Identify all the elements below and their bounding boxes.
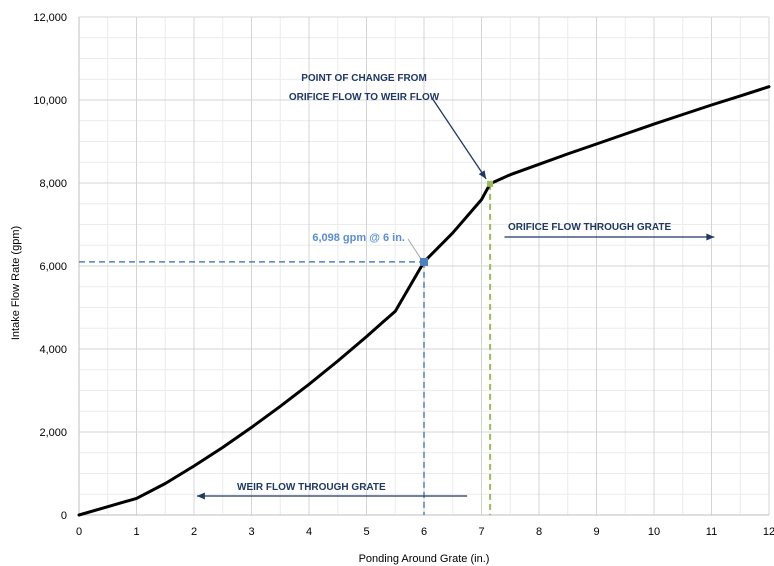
x-tick-label: 11 <box>706 526 717 538</box>
x-tick-label: 2 <box>191 526 197 538</box>
annotation-arrows <box>196 97 715 500</box>
point-of-change-marker <box>487 180 494 187</box>
x-tick-label: 8 <box>536 526 542 538</box>
y-tick-label: 0 <box>61 510 67 522</box>
annotation-point-of-change: POINT OF CHANGE FROM ORIFICE FLOW TO WEI… <box>289 73 440 103</box>
point-of-change-arrow-shaft <box>431 97 487 180</box>
x-tick-label: 12 <box>763 526 774 538</box>
orifice-flow-label: ORIFICE FLOW THROUGH GRATE <box>508 222 671 233</box>
x-tick-label: 10 <box>648 526 660 538</box>
y-axis-title: Intake Flow Rate (gpm) <box>10 226 22 340</box>
tick-labels: 0 1 2 3 4 5 6 7 8 9 10 11 1202,0004,0006,0008,00010,… <box>33 12 774 538</box>
weir-flow-arrow-head <box>196 492 205 500</box>
x-tick-label: 6 <box>421 526 427 538</box>
x-tick-label: 9 <box>593 526 599 538</box>
x-tick-label: 7 <box>478 526 484 538</box>
series-line-intake-flow <box>77 85 771 517</box>
x-tick-label: 0 <box>76 526 82 538</box>
point-of-change-line2: ORIFICE FLOW TO WEIR FLOW <box>289 92 440 103</box>
y-tick-label: 2,000 <box>39 427 67 439</box>
design-point-marker <box>420 257 428 266</box>
plot-area <box>77 85 771 517</box>
y-tick-label: 10,000 <box>33 95 67 107</box>
weir-flow-label: WEIR FLOW THROUGH GRATE <box>237 482 386 493</box>
design-point-leader <box>407 238 422 260</box>
orifice-flow-arrow-head <box>706 233 715 241</box>
y-tick-label: 6,000 <box>39 261 67 273</box>
point-of-change-line1: POINT OF CHANGE FROM <box>301 73 427 84</box>
y-tick-label: 4,000 <box>39 344 67 356</box>
point-of-change-arrow-head <box>478 170 487 179</box>
y-tick-label: 12,000 <box>33 12 67 24</box>
x-tick-label: 4 <box>306 526 312 538</box>
design-point-label: 6,098 gpm @ 6 in. <box>312 232 405 244</box>
y-tick-label: 8,000 <box>39 178 67 190</box>
guide-lines <box>79 183 492 515</box>
x-axis-title: Ponding Around Grate (in.) <box>359 553 490 565</box>
x-tick-label: 5 <box>363 526 369 538</box>
x-tick-label: 3 <box>248 526 254 538</box>
x-tick-label: 1 <box>133 526 139 538</box>
markers <box>420 180 494 266</box>
